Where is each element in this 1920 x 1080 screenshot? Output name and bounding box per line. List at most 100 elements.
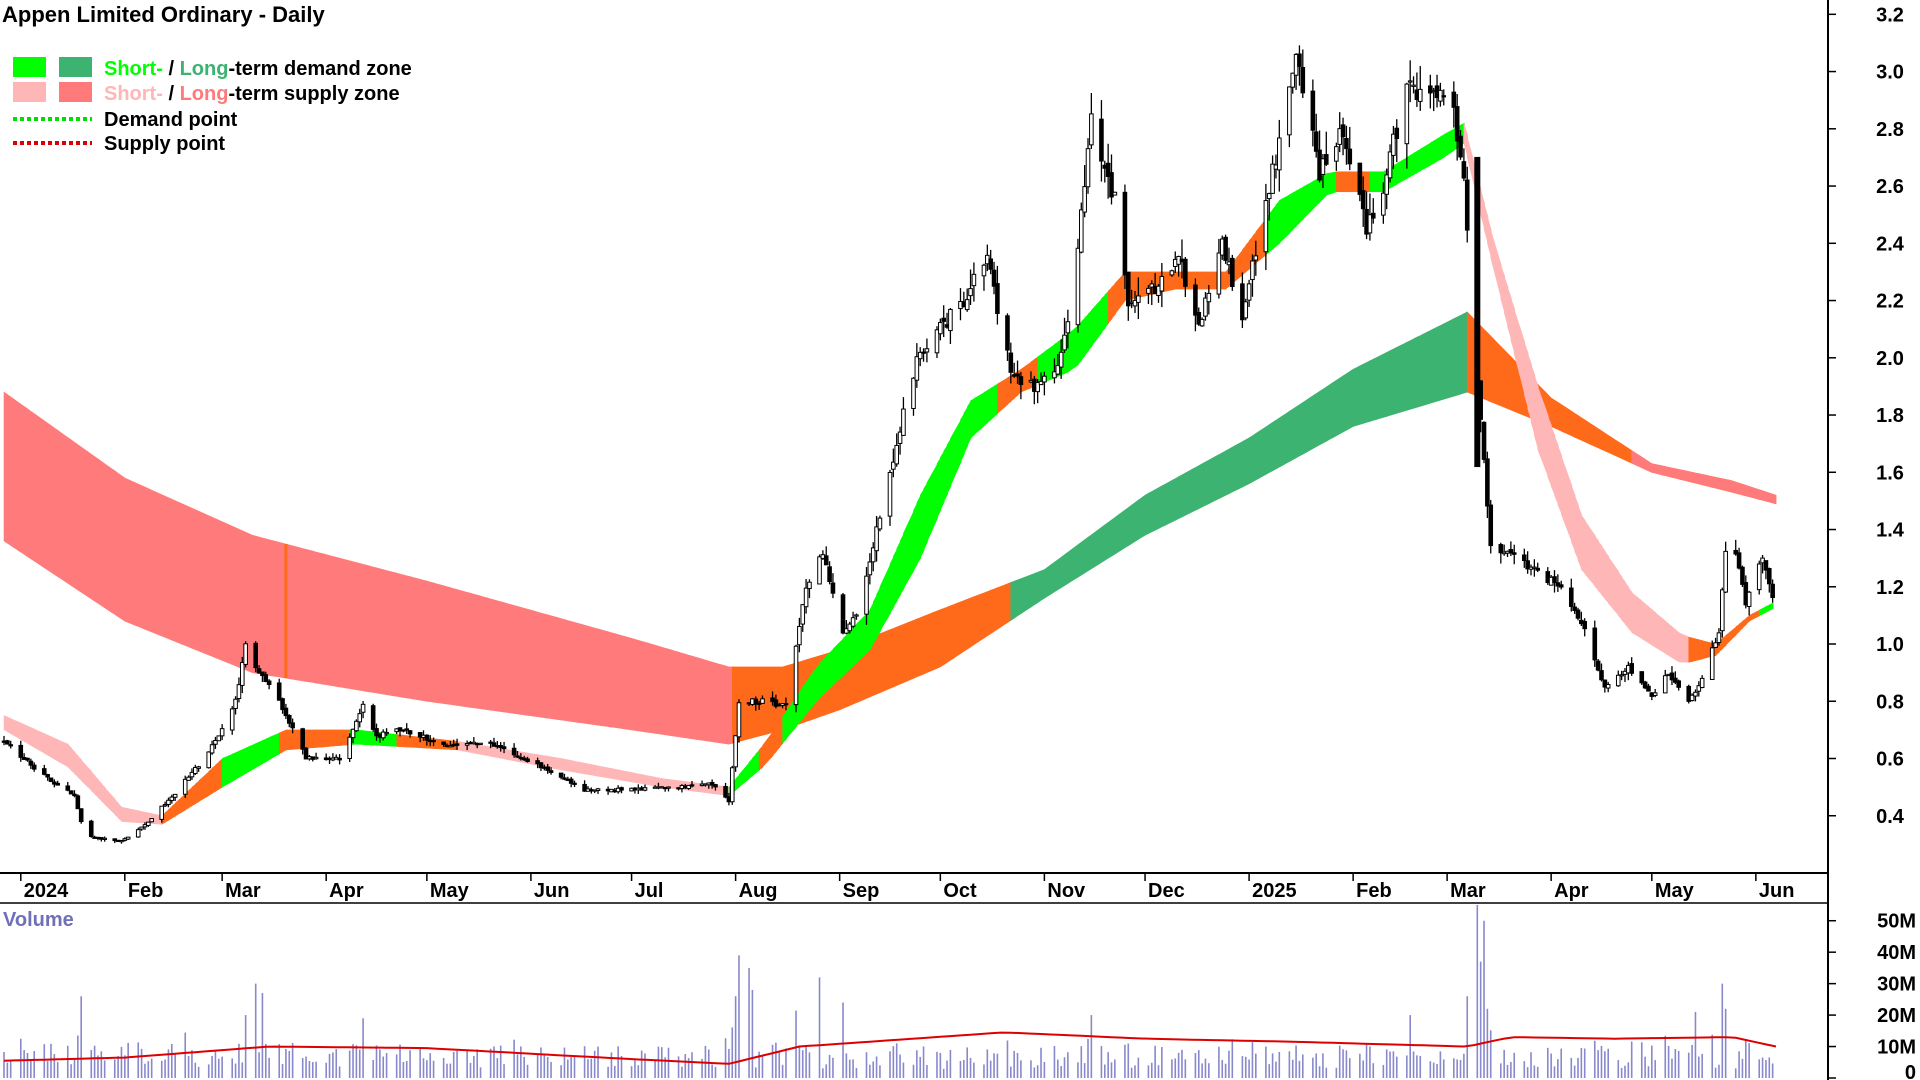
short-zone-segment — [1101, 294, 1106, 334]
short-zone-segment — [822, 655, 828, 696]
candle-body — [773, 699, 779, 707]
candle-body — [1411, 84, 1416, 87]
candle-body — [72, 793, 77, 797]
short-zone-segment — [278, 731, 284, 755]
short-zone-segment — [1738, 620, 1744, 632]
candle-body — [1595, 660, 1601, 671]
volume-title: Volume — [3, 909, 74, 931]
candle-body — [357, 713, 363, 723]
candle-body — [397, 727, 403, 732]
candle-body — [1199, 318, 1205, 327]
short-zone-segment — [1440, 134, 1445, 160]
candle-body — [1716, 632, 1722, 643]
candle-body — [729, 767, 735, 803]
candle-body — [1532, 566, 1537, 569]
short-zone-segment — [758, 744, 764, 771]
candle-body — [1360, 190, 1366, 210]
candle-body — [1720, 589, 1725, 632]
short-zone-segment — [866, 609, 871, 654]
date-tick-label: 2024 — [24, 880, 69, 902]
candle-body — [1230, 257, 1235, 288]
short-zone-segment — [940, 450, 945, 511]
candle-body — [991, 269, 997, 287]
short-zone-segment — [480, 744, 492, 757]
candle-body — [713, 784, 718, 788]
short-zone-segment — [1275, 199, 1281, 247]
short-zone-segment — [1735, 623, 1740, 636]
short-zone-segment — [621, 770, 633, 783]
candle-body — [1075, 247, 1081, 326]
short-zone-segment — [738, 761, 750, 788]
candle-body — [45, 773, 50, 778]
short-zone-segment — [255, 741, 260, 768]
candle-body — [897, 431, 903, 444]
price-tick-label: 0.4 — [1876, 806, 1905, 828]
candle-body — [1055, 365, 1061, 375]
candle-body — [877, 517, 883, 530]
candle-body — [874, 526, 879, 552]
candle-body — [1639, 671, 1645, 684]
candle-body — [1699, 677, 1705, 688]
short-zone-segment — [782, 710, 787, 744]
candle-body — [1105, 162, 1111, 177]
candle-body — [850, 617, 856, 627]
short-zone-segment — [1272, 204, 1277, 250]
candle-body — [733, 735, 738, 768]
candle-body — [1451, 91, 1457, 108]
short-zone-segment — [983, 389, 989, 427]
candle-body — [1246, 283, 1252, 301]
price-tick-label: 2.8 — [1876, 119, 1904, 141]
short-zone-segment — [362, 730, 375, 746]
short-zone-segment — [936, 456, 942, 519]
short-zone-segment — [1443, 128, 1455, 158]
short-zone-segment — [268, 732, 281, 761]
candle-body — [1018, 376, 1024, 386]
date-axis: 2024 Feb Mar Apr May Jun Jul Aug Sep Oct Nov Dec 202… — [20, 873, 1794, 902]
price-tick-label: 3.2 — [1876, 4, 1904, 26]
candle-body — [407, 730, 413, 735]
candle-body — [917, 351, 923, 360]
candle-body — [68, 790, 74, 795]
short-zone-segment — [231, 752, 237, 782]
candle-body — [1058, 351, 1064, 368]
candle-body — [48, 777, 54, 782]
candle-body — [1008, 352, 1014, 373]
short-zone-segment — [1104, 290, 1109, 329]
candle-body — [964, 299, 970, 311]
short-zone-segment — [1326, 171, 1338, 196]
candle-body — [243, 643, 248, 665]
price-tick-label: 1.8 — [1876, 405, 1904, 427]
candle-body — [1723, 550, 1728, 593]
short-zone-segment — [779, 715, 784, 749]
candle-body — [854, 614, 859, 617]
candle-body — [1464, 179, 1470, 231]
short-zone-segment — [1373, 171, 1385, 193]
candle-body — [1646, 685, 1651, 692]
short-zone-segment — [215, 761, 220, 792]
short-zone-segment — [997, 377, 1009, 415]
short-zone-segment — [211, 764, 217, 794]
short-zone-segment — [966, 399, 972, 447]
short-zone-segment — [1279, 194, 1291, 244]
short-zone-segment — [990, 385, 995, 421]
candle-body — [1733, 549, 1739, 555]
short-zone-segment — [785, 695, 797, 740]
candle-body — [1461, 161, 1467, 179]
candle-body — [189, 771, 195, 778]
candle-body — [119, 839, 124, 843]
candle-body — [827, 566, 832, 583]
short-zone-segment — [550, 756, 562, 771]
candle-body — [75, 795, 81, 810]
short-zone-segment — [993, 383, 999, 418]
short-zone-segment — [597, 765, 609, 779]
short-zone-segment — [869, 601, 875, 651]
candle-body — [229, 708, 235, 731]
candle-body — [263, 674, 269, 682]
candle-body — [1713, 642, 1718, 648]
candle-body — [1605, 684, 1611, 689]
candle-body — [266, 680, 272, 685]
candle-body — [1149, 283, 1155, 288]
candle-body — [1367, 214, 1373, 234]
candle-body — [1709, 647, 1715, 680]
candle-body — [441, 741, 446, 745]
